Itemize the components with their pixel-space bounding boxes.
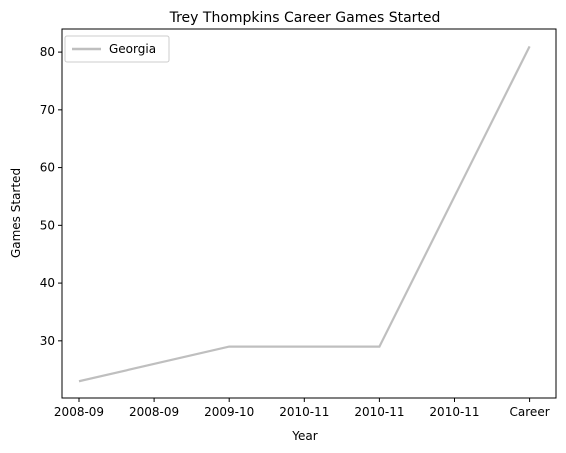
x-axis: 2008-09 2008-09 2009-10 2010-11 2010-11 2010-… xyxy=(54,398,550,419)
x-tick-label: 2010-11 xyxy=(354,405,404,419)
y-tick-label: 40 xyxy=(40,276,55,290)
y-axis-label: Games Started xyxy=(9,168,23,258)
legend-label-georgia: Georgia xyxy=(109,42,156,56)
y-tick-label: 80 xyxy=(40,45,55,59)
plot-area xyxy=(61,28,557,399)
x-axis-label: Year xyxy=(291,429,317,443)
x-tick-label: 2008-09 xyxy=(54,405,104,419)
x-tick-label: Career xyxy=(510,405,550,419)
y-tick-label: 30 xyxy=(40,334,55,348)
y-tick-label: 50 xyxy=(40,218,55,232)
x-tick-label: 2010-11 xyxy=(429,405,479,419)
x-tick-label: 2009-10 xyxy=(204,405,254,419)
series-layer xyxy=(78,45,531,383)
y-tick-label: 70 xyxy=(40,103,55,117)
legend: Georgia xyxy=(64,35,170,63)
legend-box xyxy=(64,35,170,63)
chart-title: Trey Thompkins Career Games Started xyxy=(169,10,441,26)
y-axis: 30 40 50 60 70 80 xyxy=(40,45,62,348)
x-tick-label: 2010-11 xyxy=(279,405,329,419)
y-tick-label: 60 xyxy=(40,161,55,175)
x-tick-label: 2008-09 xyxy=(129,405,179,419)
series-line-georgia xyxy=(78,45,531,383)
